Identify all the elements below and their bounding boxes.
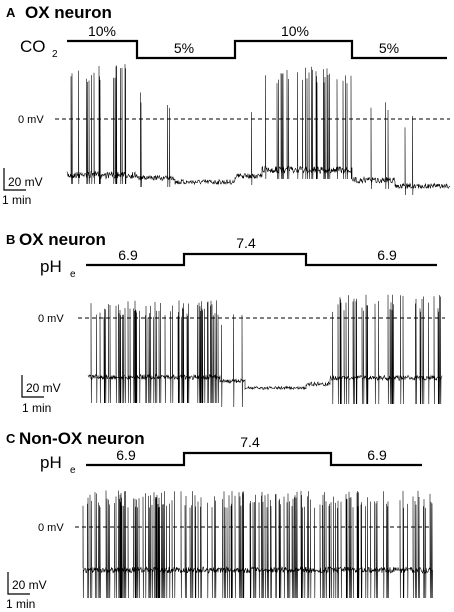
panel-a-letter: A (6, 5, 16, 20)
panel-c-scale-bar: 20 mV 1 min (6, 572, 47, 611)
panel-a-level-3: 10% (281, 23, 309, 39)
stimulus-name: pH (40, 453, 62, 472)
panel-c-level-2: 7.4 (240, 434, 260, 450)
scale-voltage-label: 20 mV (8, 175, 43, 189)
stimulus-name: CO (20, 37, 46, 56)
panel-c-letter: C (6, 431, 16, 446)
stimulus-subscript: 2 (52, 49, 58, 60)
panel-b-stimulus-trace (86, 252, 437, 267)
panel-b-stimulus-label: pH e (40, 257, 76, 280)
panel-b-voltage-trace (87, 294, 443, 408)
panel-b-level-2: 7.4 (236, 235, 256, 251)
panel-b-letter: B (6, 232, 15, 247)
panel-a-zero-label: 0 mV (18, 114, 44, 126)
scale-time-label: 1 min (22, 401, 51, 415)
panel-a-scale-bar: 20 mV 1 min (2, 168, 43, 207)
scale-time-label: 1 min (6, 597, 35, 611)
panel-a-level-2: 5% (174, 40, 194, 56)
scale-voltage-label: 20 mV (12, 578, 47, 592)
panel-a-level-1: 10% (88, 23, 116, 39)
panel-b-zero-label: 0 mV (38, 313, 64, 325)
panel-c-stimulus-trace (86, 451, 422, 467)
panel-c-stimulus-label: pH e (40, 453, 76, 476)
panel-b-title: OX neuron (19, 230, 106, 249)
panel-c-voltage-trace (82, 490, 433, 599)
panel-a-level-4: 5% (379, 40, 399, 56)
panel-b-scale-bar: 20 mV 1 min (21, 375, 61, 415)
panel-a: A OX neuron CO 2 10% 5% 10% 5% 0 mV 20 m… (2, 3, 451, 207)
panel-b: B OX neuron pH e 6.9 7.4 6.9 0 mV 20 mV … (6, 230, 445, 415)
stimulus-subscript: e (70, 269, 76, 280)
panel-a-stimulus-label: CO 2 (20, 37, 58, 60)
panel-c-zero-label: 0 mV (38, 522, 64, 534)
panel-a-voltage-trace (66, 64, 451, 196)
scale-voltage-label: 20 mV (26, 381, 61, 395)
panel-a-stimulus-trace (67, 39, 447, 60)
stimulus-subscript: e (70, 465, 76, 476)
stimulus-name: pH (40, 257, 62, 276)
panel-b-level-3: 6.9 (377, 247, 397, 263)
panel-c: C Non-OX neuron pH e 6.9 7.4 6.9 0 mV 20… (6, 429, 433, 611)
panel-c-title: Non-OX neuron (19, 429, 145, 448)
panel-b-level-1: 6.9 (118, 247, 138, 263)
panel-a-title: OX neuron (25, 3, 112, 22)
scale-time-label: 1 min (2, 193, 31, 207)
panel-c-level-3: 6.9 (367, 447, 387, 463)
panel-c-level-1: 6.9 (116, 447, 136, 463)
